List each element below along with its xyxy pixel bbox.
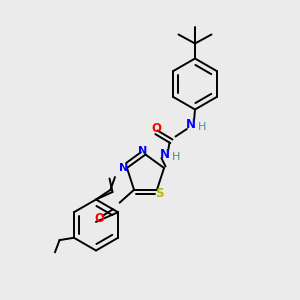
Text: N: N	[160, 148, 170, 161]
Text: H: H	[198, 122, 206, 132]
Text: S: S	[155, 187, 164, 200]
Text: N: N	[139, 146, 148, 157]
Text: N: N	[185, 118, 196, 131]
Text: O: O	[94, 212, 104, 225]
Text: O: O	[151, 122, 161, 135]
Text: N: N	[119, 163, 129, 173]
Text: H: H	[172, 152, 181, 162]
